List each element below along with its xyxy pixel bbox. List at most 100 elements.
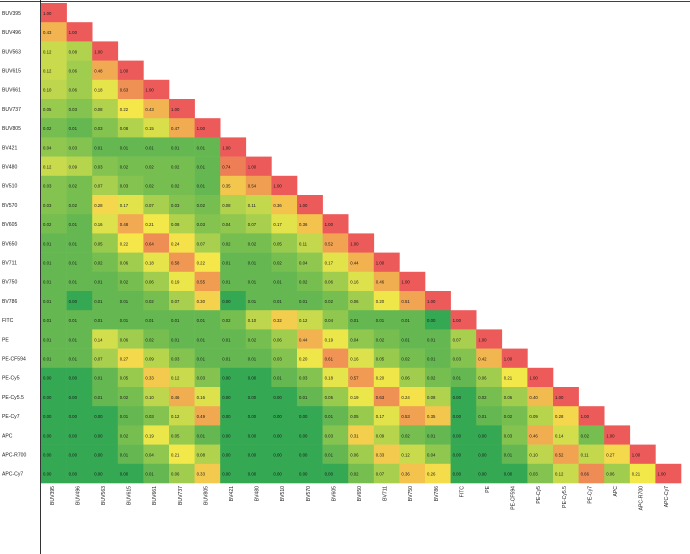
heatmap-cell [143,99,170,119]
heatmap-cell [348,329,375,349]
heatmap-cell [373,310,400,330]
cell-value-label: 0.03 [43,203,52,208]
cell-value-label: 1.00 [120,69,129,74]
heatmap-cell [399,310,426,330]
heatmap-cell [348,367,375,388]
cell-value-label: 0.04 [325,318,334,323]
cell-value-label: 0.06 [478,376,487,381]
heatmap-cell [450,463,477,484]
heatmap-cell [117,118,144,138]
cell-value-label: 0.01 [171,337,180,342]
heatmap-cell [322,329,349,349]
heatmap-cell [143,175,170,196]
heatmap-cell [271,406,298,426]
heatmap-cell [66,175,93,196]
heatmap-cell [399,348,426,369]
cell-value-label: 0.12 [171,414,180,419]
cell-value-label: 0.01 [401,318,410,323]
cell-value-label: 0.07 [453,337,462,342]
heatmap-cell [169,348,195,369]
heatmap-cell [271,195,298,215]
heatmap-cell [117,291,144,311]
heatmap-cell [66,195,93,215]
cell-value-label: 0.21 [145,222,154,227]
heatmap-cell [501,387,528,407]
heatmap-cell [373,387,400,407]
column-label: APC-Cy7 [664,486,670,507]
cell-value-label: 0.09 [69,165,78,170]
heatmap-cell [169,156,195,177]
cell-value-label: 0.55 [197,280,206,285]
heatmap-cell [425,291,451,311]
heatmap-cell [373,444,400,465]
cell-value-label: 0.00 [69,433,78,438]
heatmap-cell [92,271,119,292]
cell-value-label: 0.01 [222,280,231,285]
heatmap-cell [169,118,195,138]
heatmap-cell [425,310,451,330]
heatmap-cell [245,406,272,426]
cell-value-label: 0.12 [171,376,180,381]
cell-value-label: 0.01 [376,318,385,323]
cell-value-label: 0.07 [94,184,103,189]
heatmap-cell [66,60,93,81]
cell-value-label: 0.07 [145,203,154,208]
cell-value-label: 0.01 [299,299,308,304]
heatmap-cell [143,233,170,253]
heatmap-cell [297,348,323,369]
heatmap-cell [476,425,503,445]
heatmap-cell [194,271,221,292]
cell-value-label: 0.01 [248,357,257,362]
cell-value-label: 0.01 [427,433,436,438]
cell-value-label: 0.15 [145,126,154,131]
cell-value-label: 0.01 [94,145,103,150]
cell-value-label: 0.17 [273,222,282,227]
heatmap-cell [92,463,119,484]
heatmap-cell [66,348,93,369]
heatmap-cell [527,444,554,465]
heatmap-cell [553,425,579,445]
heatmap-cell [117,387,144,407]
heatmap-cells: 1.00 0.43 1.00 0.12 0.08 1.00 0.12 0.06 0.48 1.00… [41,3,682,484]
heatmap-cell [322,444,349,465]
cell-value-label: 0.01 [427,337,436,342]
heatmap-cell [245,348,272,369]
cell-value-label: 0.01 [171,145,180,150]
cell-value-label: 1.00 [529,376,538,381]
cell-value-label: 0.03 [299,376,308,381]
heatmap-cell [143,214,170,234]
heatmap-cell [373,291,400,311]
heatmap-cell [220,387,247,407]
heatmap-cell [66,41,93,61]
cell-value-label: 0.02 [299,280,308,285]
column-label: BUV661 [152,486,158,505]
column-label: BV480 [255,486,261,501]
heatmap-cell [322,252,349,273]
cell-value-label: 0.08 [427,395,436,400]
cell-value-label: 0.01 [325,453,334,458]
heatmap-cell [92,310,119,330]
cell-value-label: 0.01 [94,395,103,400]
cell-value-label: 0.28 [555,414,564,419]
column-label: BV650 [357,486,363,501]
cell-value-label: 0.16 [350,357,359,362]
heatmap-cell [169,425,195,445]
cell-value-label: 0.06 [606,472,615,477]
heatmap-cell [399,367,426,388]
column-label: BV605 [331,486,337,501]
heatmap-cell [92,291,119,311]
heatmap-cell [425,367,451,388]
cell-value-label: 0.01 [69,126,78,131]
heatmap-cell [578,444,605,465]
heatmap-cell [245,329,272,349]
heatmap-cell [322,367,349,388]
cell-value-label: 0.46 [171,395,180,400]
heatmap-cell [450,387,477,407]
heatmap-cell [322,310,349,330]
heatmap-cell [143,406,170,426]
heatmap-cell [41,3,67,23]
heatmap-cell [271,348,298,369]
heatmap-cell [41,137,67,157]
cell-value-label: 0.01 [120,145,129,150]
heatmap-cell [194,137,221,157]
